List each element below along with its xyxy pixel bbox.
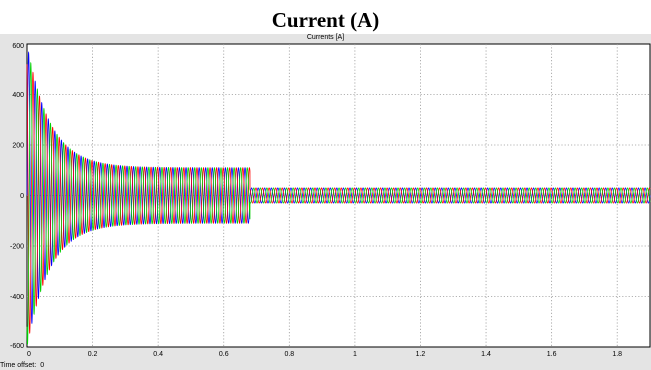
x-tick-label: 0.8 — [284, 351, 294, 358]
scope-title: Currents [A] — [0, 34, 651, 42]
y-tick-label: -600 — [10, 343, 24, 350]
y-tick-label: -200 — [10, 244, 24, 251]
x-tick-label: 1 — [353, 351, 357, 358]
y-tick-label: 600 — [12, 43, 24, 50]
current-plot: 0 0.2 0.4 0.6 0.8 1 1.2 1.4 1.6 1.8 600 400 200 0 -200… — [0, 34, 651, 370]
y-tick-label: -400 — [10, 294, 24, 301]
x-tick-label: 0.6 — [219, 351, 229, 358]
scope-window: 0 0.2 0.4 0.6 0.8 1 1.2 1.4 1.6 1.8 600 400 200 0 -200… — [0, 34, 651, 370]
y-tick-label: 400 — [12, 92, 24, 99]
time-offset-readout: Time offset: 0 — [0, 362, 48, 370]
time-offset-value: 0 — [40, 362, 44, 369]
x-tick-label: 1.4 — [481, 351, 491, 358]
y-tick-label: 200 — [12, 143, 24, 150]
x-tick-label: 1.2 — [416, 351, 426, 358]
time-offset-label: Time offset: — [0, 362, 36, 369]
x-tick-label: 0 — [27, 351, 31, 358]
x-tick-label: 0.2 — [88, 351, 98, 358]
y-tick-label: 0 — [20, 193, 24, 200]
x-tick-label: 1.8 — [612, 351, 622, 358]
figure-title: Current (A) — [0, 0, 651, 34]
x-tick-label: 0.4 — [153, 351, 163, 358]
x-tick-label: 1.6 — [547, 351, 557, 358]
